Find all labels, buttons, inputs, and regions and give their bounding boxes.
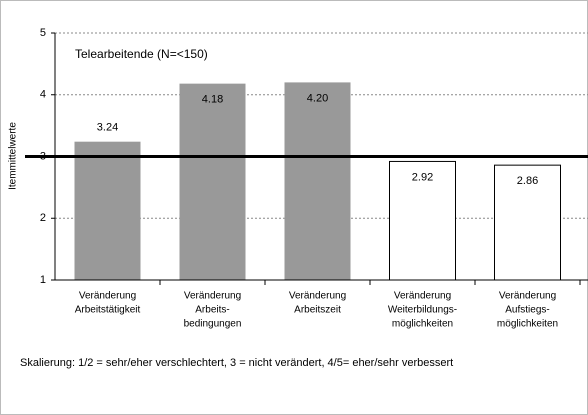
- bar: [74, 141, 141, 280]
- x-tick-label: Veränderung: [499, 291, 556, 302]
- note: Skalierung: 1/2 = sehr/eher verschlechte…: [20, 357, 453, 369]
- value-label: 2.92: [412, 171, 433, 183]
- y-axis-label: Itemmittelwerte: [8, 122, 19, 190]
- x-tick-label: Veränderung: [289, 291, 346, 302]
- x-tick-label: möglichkeiten: [497, 319, 558, 330]
- value-label: 2.86: [517, 175, 538, 187]
- x-tick-label: Veränderung: [184, 291, 241, 302]
- value-label: 3.24: [97, 122, 118, 134]
- y-tick-label: 4: [40, 89, 46, 101]
- x-tick-label: Veränderung: [79, 291, 136, 302]
- value-label: 4.20: [307, 92, 328, 104]
- x-tick-label: möglichkeiten: [392, 319, 453, 330]
- x-tick-label: Weiterbildungs-: [388, 305, 457, 316]
- x-tick-label: Arbeits-: [195, 305, 229, 316]
- y-tick-label: 2: [40, 212, 46, 224]
- bar: [179, 83, 246, 280]
- x-tick-label: bedingungen: [184, 319, 242, 330]
- x-tick-label: Arbeitszeit: [294, 305, 341, 316]
- value-label: 4.18: [202, 94, 223, 106]
- bar: [284, 82, 351, 281]
- x-tick-label: Arbeitstätigkeit: [75, 305, 141, 316]
- y-tick-label: 1: [40, 274, 46, 286]
- x-tick-label: Veränderung: [394, 291, 451, 302]
- y-tick-label: 5: [40, 27, 46, 39]
- bar: [494, 164, 561, 281]
- x-tick-label: Aufstiegs-: [505, 305, 549, 316]
- chart-title: Telearbeitende (N=<150): [75, 47, 208, 61]
